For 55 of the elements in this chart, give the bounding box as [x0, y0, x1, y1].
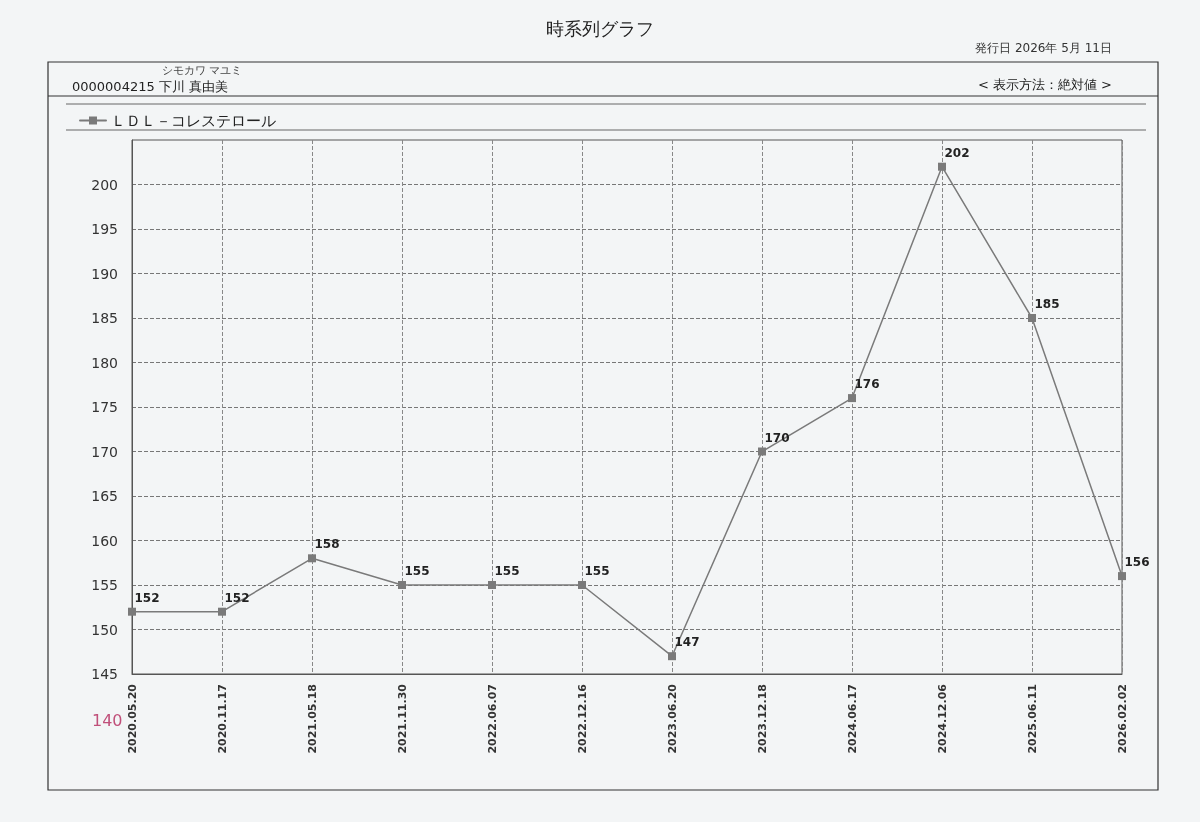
point: [1028, 314, 1036, 322]
x-tick-label: 2026.02.02: [1115, 684, 1129, 754]
y-tick-label: 175: [91, 399, 118, 415]
data-label: 176: [854, 377, 880, 392]
y-tick-label: 155: [91, 577, 118, 593]
point: [488, 581, 496, 589]
y-tick-label: 180: [91, 354, 118, 371]
point: [308, 554, 316, 563]
data-label: 202: [944, 145, 970, 160]
y-tick-label: 145: [91, 666, 118, 682]
point: [668, 652, 676, 661]
x-tick-label: 2021.05.18: [305, 684, 319, 754]
y-tick-label: 190: [91, 265, 118, 282]
x-tick-label: 2025.06.11: [1025, 684, 1039, 754]
y-tick-label: 170: [91, 443, 118, 460]
x-tick-label: 2022.06.07: [485, 684, 499, 754]
y-tick-label: 185: [91, 310, 118, 326]
data-label: 156: [1124, 555, 1150, 570]
legend-label: ＬＤＬ－コレステロール: [111, 111, 276, 130]
data-label: 155: [584, 564, 610, 578]
x-tick-label: 2021.11.30: [395, 683, 409, 754]
data-label: 170: [764, 430, 790, 445]
x-tick-label: 2020.05.20: [125, 683, 139, 754]
data-label: 155: [404, 564, 430, 578]
y-tick-label: 150: [91, 621, 118, 638]
data-label: 185: [1034, 297, 1060, 311]
point: [578, 581, 586, 589]
y-tick-label: 165: [91, 488, 118, 504]
point: [758, 447, 766, 456]
point: [398, 581, 406, 589]
text: 0000004215 下川 真由美: [72, 78, 228, 94]
text: 140: [92, 710, 123, 730]
data-label: 152: [134, 590, 160, 605]
data-label: 155: [494, 564, 520, 578]
point: [848, 394, 856, 403]
x-tick-label: 2024.12.06: [935, 683, 949, 754]
point: [128, 607, 136, 616]
y-tick-label: 195: [91, 221, 118, 237]
text: シモカワ マユミ: [162, 63, 243, 77]
y-tick-label: 200: [91, 176, 118, 193]
chart-title: 時系列グラフ: [546, 17, 654, 39]
point: [938, 162, 946, 171]
x-tick-label: 2023.06.20: [665, 683, 679, 754]
point: [1118, 572, 1126, 581]
text: 発行日 2026年 5月 11日: [975, 41, 1112, 55]
y-tick-label: 160: [91, 532, 118, 549]
data-label: 147: [674, 635, 700, 650]
x-tick-label: 2020.11.17: [215, 684, 229, 754]
x-tick-label: 2024.06.17: [845, 684, 859, 754]
x-tick-label: 2022.12.16: [575, 683, 589, 754]
x-tick-label: 2023.12.18: [755, 684, 769, 754]
text: < 表示方法：絶対値 >: [977, 76, 1112, 92]
point: [218, 607, 226, 616]
data-label: 152: [224, 590, 250, 605]
data-label: 158: [314, 537, 340, 552]
